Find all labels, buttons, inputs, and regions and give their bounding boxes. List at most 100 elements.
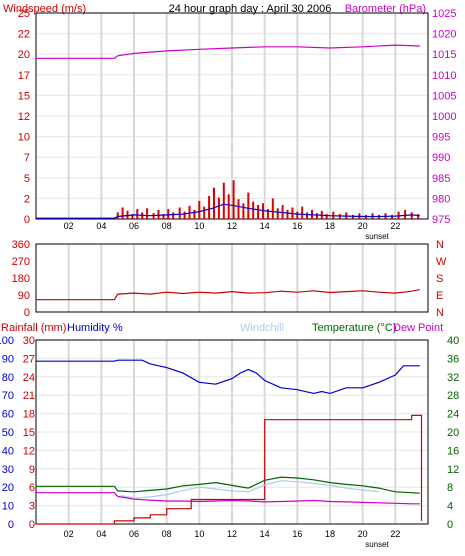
panel3-x-tick-label: 14 xyxy=(260,529,270,539)
panel3-x-tick-label: 10 xyxy=(194,529,204,539)
windspeed-bar xyxy=(121,207,124,219)
barometer-line xyxy=(36,44,420,59)
temperature-tick-label: 20 xyxy=(447,427,459,439)
rainfall-tick-label: 9 xyxy=(29,464,35,476)
barometer-tick-label: 990 xyxy=(432,152,450,164)
windspeed-tick-label: 15 xyxy=(18,90,30,102)
windspeed-bar xyxy=(410,212,413,219)
windspeed-bar xyxy=(247,192,250,219)
panel3-x-tick-label: 12 xyxy=(227,529,237,539)
temperature-c-line xyxy=(36,476,420,494)
panel1-x-tick-label: 22 xyxy=(390,221,400,231)
windspeed-bar xyxy=(178,207,181,219)
humidity-tick-label: 20 xyxy=(2,482,14,494)
panel1-x-tick-label: 04 xyxy=(96,221,106,231)
temperature-tick-label: 32 xyxy=(447,372,459,384)
barometer-tick-label: 1015 xyxy=(432,49,456,61)
panel3-x-tick-label: 04 xyxy=(96,529,106,539)
panel3-x-tick-label: 06 xyxy=(129,529,139,539)
humidity-tick-label: 90 xyxy=(2,353,14,365)
avg-windspeed-line xyxy=(36,203,420,219)
windspeed-tick-label: 12 xyxy=(18,111,30,123)
sunset-label-bottom: sunset xyxy=(365,540,389,549)
windspeed-bar xyxy=(301,206,304,219)
windspeed-bar xyxy=(222,182,225,219)
windspeed-bar xyxy=(266,209,269,219)
temperature-legend-label: Temperature (°C) xyxy=(312,322,396,334)
panel1-x-tick-label: 14 xyxy=(260,221,270,231)
windchillline xyxy=(120,480,380,499)
compass-tick-label: W xyxy=(436,256,447,268)
humidity-tick-label: 40 xyxy=(2,445,14,457)
temperature-tick-label: 28 xyxy=(447,390,459,402)
barometer-tick-label: 975 xyxy=(432,214,450,226)
barometer-axis-label: Barometer (hPa) xyxy=(345,3,426,15)
temperature-tick-label: 36 xyxy=(447,353,459,365)
rainfall-tick-label: 0 xyxy=(29,519,35,531)
windspeed-bar xyxy=(213,187,215,219)
temperature-tick-label: 4 xyxy=(447,501,453,513)
windspeed-bar xyxy=(417,214,420,219)
windspeed-bar xyxy=(306,212,309,219)
humidity-axis-label: Humidity % xyxy=(67,322,123,334)
windspeed-bar xyxy=(162,214,165,219)
humidity-tick-label: 50 xyxy=(2,427,14,439)
barometer-tick-label: 985 xyxy=(432,173,450,185)
windspeed-bar xyxy=(338,214,341,219)
windspeed-bar xyxy=(172,212,175,219)
rainfall-tick-label: 24 xyxy=(23,372,35,384)
windspeed-bar xyxy=(193,209,196,219)
panel1-x-tick-label: 06 xyxy=(129,221,139,231)
windspeed-bar xyxy=(404,209,407,219)
temperature-tick-label: 12 xyxy=(447,464,459,476)
panel1-x-tick-label: 02 xyxy=(64,221,74,231)
windspeed-bar xyxy=(203,206,206,219)
barometer-tick-label: 1025 xyxy=(432,8,456,20)
windspeed-bar xyxy=(217,197,220,219)
windspeed-bar xyxy=(232,180,235,219)
windspeed-bar xyxy=(252,201,255,219)
humidity-tick-label: 80 xyxy=(2,372,14,384)
rainfall-axis-label: Rainfall (mm) xyxy=(1,322,66,334)
panel1-x-tick-label: 16 xyxy=(292,221,302,231)
panel3-x-tick-label: 02 xyxy=(64,529,74,539)
panel3-x-tick-label: 16 xyxy=(292,529,302,539)
compass-tick-label: N xyxy=(436,239,444,251)
temperature-tick-label: 8 xyxy=(447,482,453,494)
windspeed-bar xyxy=(126,210,129,219)
dew-pointline xyxy=(36,492,420,505)
windspeed-bar xyxy=(237,199,240,219)
windspeed-tick-label: 10 xyxy=(18,132,30,144)
temperature-tick-label: 0 xyxy=(447,519,453,531)
temperature-tick-label: 40 xyxy=(447,335,459,347)
compass-tick-label: N xyxy=(436,307,444,319)
windspeed-bar xyxy=(262,203,264,219)
windspeed-tick-label: 25 xyxy=(18,8,30,20)
windspeed-bar xyxy=(257,205,260,219)
rainfall-mm-line xyxy=(36,414,423,525)
humidity-tick-label: 100 xyxy=(0,335,14,347)
windspeed-bar xyxy=(351,214,354,219)
panel1-frame xyxy=(35,12,429,220)
panel3-x-tick-label: 18 xyxy=(325,529,335,539)
humidity-tick-label: 10 xyxy=(2,501,14,513)
direction-tick-label: 360 xyxy=(12,239,30,251)
windspeed-bar xyxy=(136,209,139,219)
temperature-tick-label: 16 xyxy=(447,445,459,457)
windspeed-bar xyxy=(325,214,328,219)
windspeed-bar xyxy=(208,195,211,219)
panel3-frame xyxy=(35,339,429,525)
wind-direction-line xyxy=(36,289,420,301)
humidity-tick-label: 60 xyxy=(2,409,14,421)
barometer-tick-label: 995 xyxy=(432,132,450,144)
sunset-label-top: sunset xyxy=(365,232,389,241)
windspeed-bar xyxy=(157,209,160,219)
barometer-tick-label: 1010 xyxy=(432,70,456,82)
panel1-x-tick-label: 08 xyxy=(162,221,172,231)
panel3-x-tick-label: 22 xyxy=(390,529,400,539)
direction-tick-label: 270 xyxy=(12,256,30,268)
panel2-frame xyxy=(35,243,429,313)
compass-tick-label: S xyxy=(436,273,443,285)
compass-tick-label: E xyxy=(436,290,443,302)
rainfall-tick-label: 3 xyxy=(29,501,35,513)
